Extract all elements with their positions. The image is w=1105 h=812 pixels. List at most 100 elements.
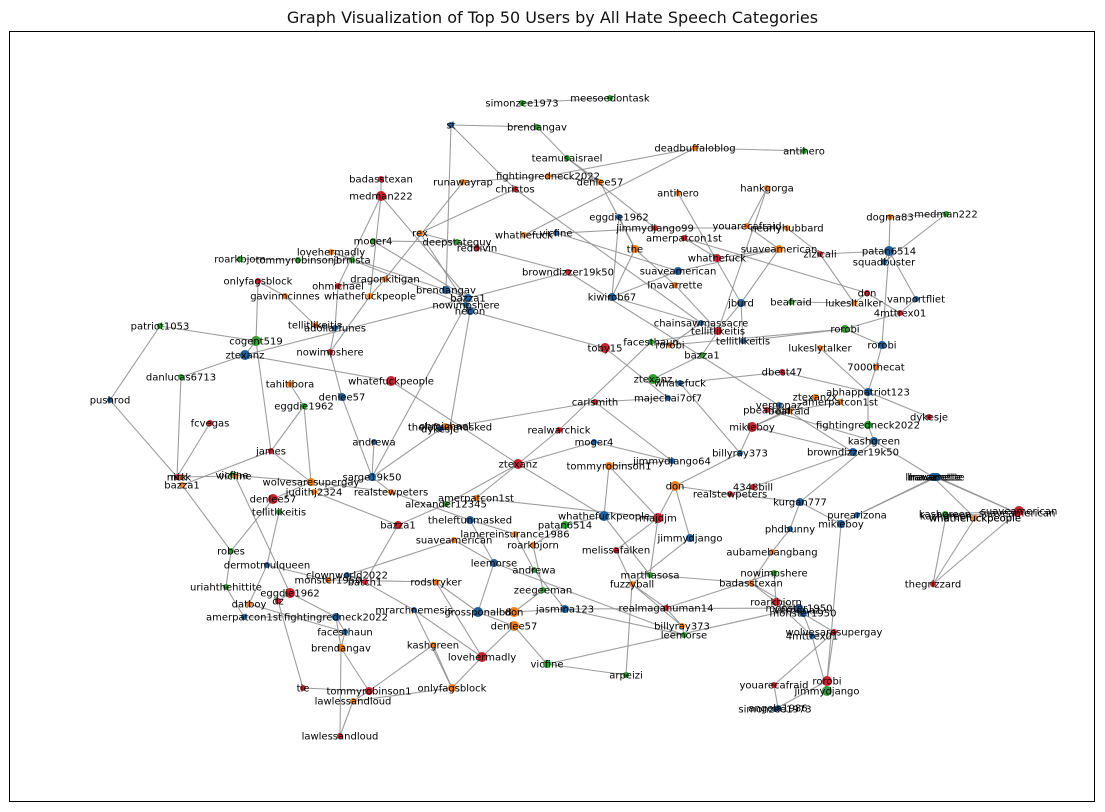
edge <box>751 410 790 428</box>
node-label: theleftunmasked <box>408 423 492 434</box>
node-label: nowimpshere <box>432 301 499 312</box>
node-label: kashgreen <box>919 510 971 521</box>
edge <box>799 440 875 503</box>
edge <box>944 510 1020 515</box>
node-label: eggdie1962 <box>589 213 649 224</box>
node-label: tommyrobinson1 <box>327 687 412 698</box>
graph-node <box>337 644 345 652</box>
edge <box>932 515 947 585</box>
edge <box>932 476 976 519</box>
edge <box>844 328 883 346</box>
node-label: cogent519 <box>229 337 282 348</box>
node-label: clownworld2022 <box>306 571 388 582</box>
node-label: roarkbjorn <box>507 541 559 552</box>
node-label: adollarfunes <box>304 324 366 335</box>
node-label: suaveamerican <box>640 267 717 278</box>
graph-node <box>443 501 449 507</box>
node-label: suaveamerican <box>741 245 818 256</box>
edge <box>176 422 211 478</box>
edge <box>230 498 274 552</box>
node-label: whathefuckpeople <box>324 292 416 303</box>
edge <box>513 608 566 613</box>
edge <box>649 517 659 576</box>
edge <box>476 247 569 273</box>
node-label: lovehermadly <box>448 653 516 664</box>
graph-node <box>605 462 613 470</box>
edge <box>742 328 846 342</box>
node-label: denlee57 <box>577 178 624 189</box>
edge <box>270 450 312 483</box>
graph-node <box>784 225 790 231</box>
node-label: whathefuckpeople <box>558 512 650 523</box>
edge <box>327 579 437 583</box>
node-label: whathefuck <box>688 254 746 265</box>
node-label: leemorse <box>471 559 517 570</box>
edge <box>603 515 651 576</box>
graph-node <box>241 614 247 620</box>
graph-node <box>473 607 483 617</box>
graph-node <box>386 376 396 386</box>
node-label: dragonkitigan <box>350 275 419 286</box>
node-label: fcvegas <box>191 419 230 430</box>
node-label: vanportfliet <box>887 295 945 306</box>
edge <box>740 248 780 304</box>
node-label: dermotmulqueen <box>224 561 310 572</box>
edge <box>873 440 934 478</box>
edge <box>514 533 535 571</box>
graph-node <box>564 155 570 161</box>
node-label: thegrizzard <box>905 580 962 591</box>
edge <box>631 583 683 627</box>
edge <box>435 581 479 613</box>
graph-node <box>466 307 474 315</box>
graph-node <box>466 516 474 524</box>
edge <box>372 240 469 299</box>
node-label: amerpatcon1st <box>206 613 282 624</box>
edge <box>789 501 801 530</box>
edge <box>546 607 800 665</box>
edge <box>649 574 752 584</box>
graph-node <box>285 588 295 598</box>
node-layer <box>107 95 1024 739</box>
edge <box>611 270 679 298</box>
edge <box>445 463 519 505</box>
edge <box>314 324 336 329</box>
graph-node <box>713 254 721 262</box>
node-label: denlee57 <box>250 495 297 506</box>
graph-node <box>672 282 678 288</box>
edge <box>239 258 299 261</box>
graph-node <box>312 322 318 328</box>
node-label: pushrod <box>90 396 131 407</box>
node-label: tahitibora <box>266 380 315 391</box>
graph-node <box>264 562 270 568</box>
edge <box>932 517 976 585</box>
node-label: dykesje <box>421 425 459 436</box>
graph-node <box>240 350 250 360</box>
node-label: eggdie1962 <box>260 589 320 600</box>
edge <box>608 465 659 519</box>
plot-frame <box>9 31 1095 802</box>
graph-node <box>817 345 823 351</box>
edge <box>856 476 938 516</box>
edge <box>603 465 610 517</box>
node-label: onlyfagsblock <box>224 277 293 288</box>
graph-node <box>344 572 350 578</box>
node-label: realstewpeters <box>693 490 767 501</box>
edge <box>181 484 232 552</box>
node-label: bazza1 <box>450 294 485 305</box>
graph-node <box>268 494 278 504</box>
graph-node <box>831 629 837 635</box>
node-label: eggdie1962 <box>274 402 334 413</box>
edge <box>180 475 236 478</box>
graph-node <box>325 577 331 583</box>
graph-node <box>796 498 804 506</box>
edge <box>413 609 483 658</box>
graph-node <box>447 424 453 430</box>
graph-node <box>534 124 540 130</box>
node-label: christos <box>495 185 534 196</box>
node-label: nick <box>167 473 188 484</box>
graph-node <box>648 374 658 384</box>
edge <box>456 241 478 249</box>
edge <box>751 426 854 453</box>
graph-node <box>251 336 261 346</box>
node-label: lawlessandloud <box>302 732 379 743</box>
